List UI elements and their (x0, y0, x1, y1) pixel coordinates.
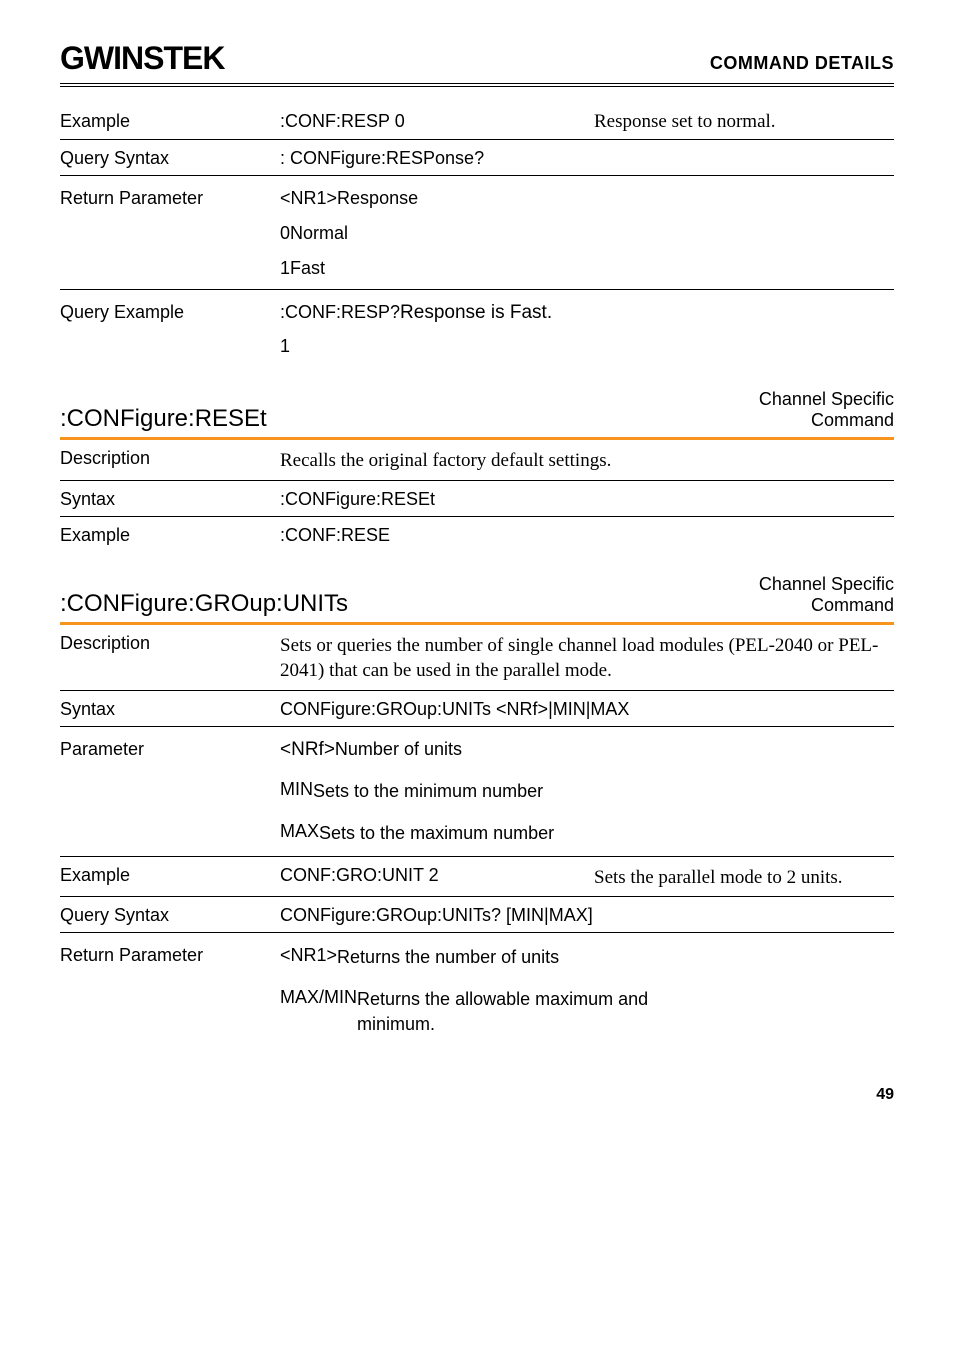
cmd-type-line1: Channel Specific (594, 389, 894, 410)
row-desc: Sets the parallel mode to 2 units. (594, 865, 894, 891)
row-label: Syntax (60, 699, 280, 720)
row-value: :CONF:RESE (280, 525, 894, 546)
row-label: Return Parameter (60, 945, 280, 969)
command-heading: :CONFigure:GROup:UNITs Channel Specific … (60, 552, 894, 625)
row-label: Query Syntax (60, 148, 280, 169)
command-type: Channel Specific Command (594, 574, 894, 618)
row-label: Syntax (60, 489, 280, 510)
parameter-row: Parameter <NRf> Number of units MIN Sets… (60, 727, 894, 857)
page-number: 49 (60, 1086, 894, 1104)
param-name: <NRf> (280, 739, 335, 761)
row-label: Example (60, 865, 280, 886)
row-label: Query Example (60, 302, 280, 324)
param-name: MIN (280, 779, 313, 803)
param-desc: Normal (290, 223, 590, 244)
syntax-row: Syntax CONFigure:GROup:UNITs <NRf>|MIN|M… (60, 691, 894, 727)
param-name: MAX (280, 821, 319, 845)
command-name: :CONFigure:RESEt (60, 405, 267, 433)
row-label: Query Syntax (60, 905, 280, 926)
row-value: : CONFigure:RESPonse? (280, 148, 594, 169)
param-desc: Returns the allowable maximum and minimu… (357, 987, 657, 1036)
row-value: CONF:GRO:UNIT 2 (280, 865, 594, 886)
page-header: GWINSTEK COMMAND DETAILS (60, 40, 894, 87)
cmd-type-line2: Command (594, 410, 894, 431)
cmd-type-line2: Command (594, 595, 894, 616)
row-label: Example (60, 525, 280, 546)
param-value: 0 (280, 223, 290, 244)
command-name: :CONFigure:GROup:UNITs (60, 590, 348, 618)
param-desc: Sets to the minimum number (313, 779, 613, 803)
row-value: CONFigure:GROup:UNITs? [MIN|MAX] (280, 905, 894, 926)
param-desc: Returns the number of units (337, 945, 637, 969)
row-desc: Response is Fast. (400, 302, 700, 324)
row-value: 1 (280, 336, 290, 357)
query-syntax-row: Query Syntax : CONFigure:RESPonse? (60, 140, 894, 176)
param-value: 1 (280, 258, 290, 279)
row-value: :CONF:RESP? (280, 302, 400, 324)
row-value: Sets or queries the number of single cha… (280, 633, 894, 684)
row-desc: Response set to normal. (594, 111, 894, 133)
param-type: <NR1> (280, 188, 337, 209)
command-heading: :CONFigure:RESEt Channel Specific Comman… (60, 367, 894, 440)
row-label: Description (60, 633, 280, 654)
param-name: MAX/MIN (280, 987, 357, 1036)
row-label: Parameter (60, 739, 280, 761)
param-name: <NR1> (280, 945, 337, 969)
row-value: :CONFigure:RESEt (280, 489, 894, 510)
syntax-row: Syntax :CONFigure:RESEt (60, 481, 894, 517)
row-label: Description (60, 448, 280, 469)
example-row: Example CONF:GRO:UNIT 2 Sets the paralle… (60, 857, 894, 898)
param-desc: Fast (290, 258, 590, 279)
row-value: Recalls the original factory default set… (280, 448, 894, 474)
example-row: Example :CONF:RESP 0 Response set to nor… (60, 103, 894, 140)
section-title: COMMAND DETAILS (710, 53, 894, 74)
param-desc: Response (337, 188, 637, 209)
row-value: CONFigure:GROup:UNITs <NRf>|MIN|MAX (280, 699, 894, 720)
brand-logo: GWINSTEK (60, 40, 224, 77)
example-row: Example :CONF:RESE (60, 517, 894, 552)
return-param-row: Return Parameter <NR1> Response 0 Normal… (60, 176, 894, 290)
param-desc: Number of units (335, 739, 635, 761)
return-param-row: Return Parameter <NR1> Returns the numbe… (60, 933, 894, 1046)
row-value: :CONF:RESP 0 (280, 111, 594, 132)
description-row: Description Recalls the original factory… (60, 440, 894, 481)
query-syntax-row: Query Syntax CONFigure:GROup:UNITs? [MIN… (60, 897, 894, 933)
row-label: Example (60, 111, 280, 132)
command-type: Channel Specific Command (594, 389, 894, 433)
description-row: Description Sets or queries the number o… (60, 625, 894, 691)
param-desc: Sets to the maximum number (319, 821, 619, 845)
cmd-type-line1: Channel Specific (594, 574, 894, 595)
row-label: Return Parameter (60, 188, 280, 209)
query-example-row: Query Example :CONF:RESP? Response is Fa… (60, 290, 894, 367)
